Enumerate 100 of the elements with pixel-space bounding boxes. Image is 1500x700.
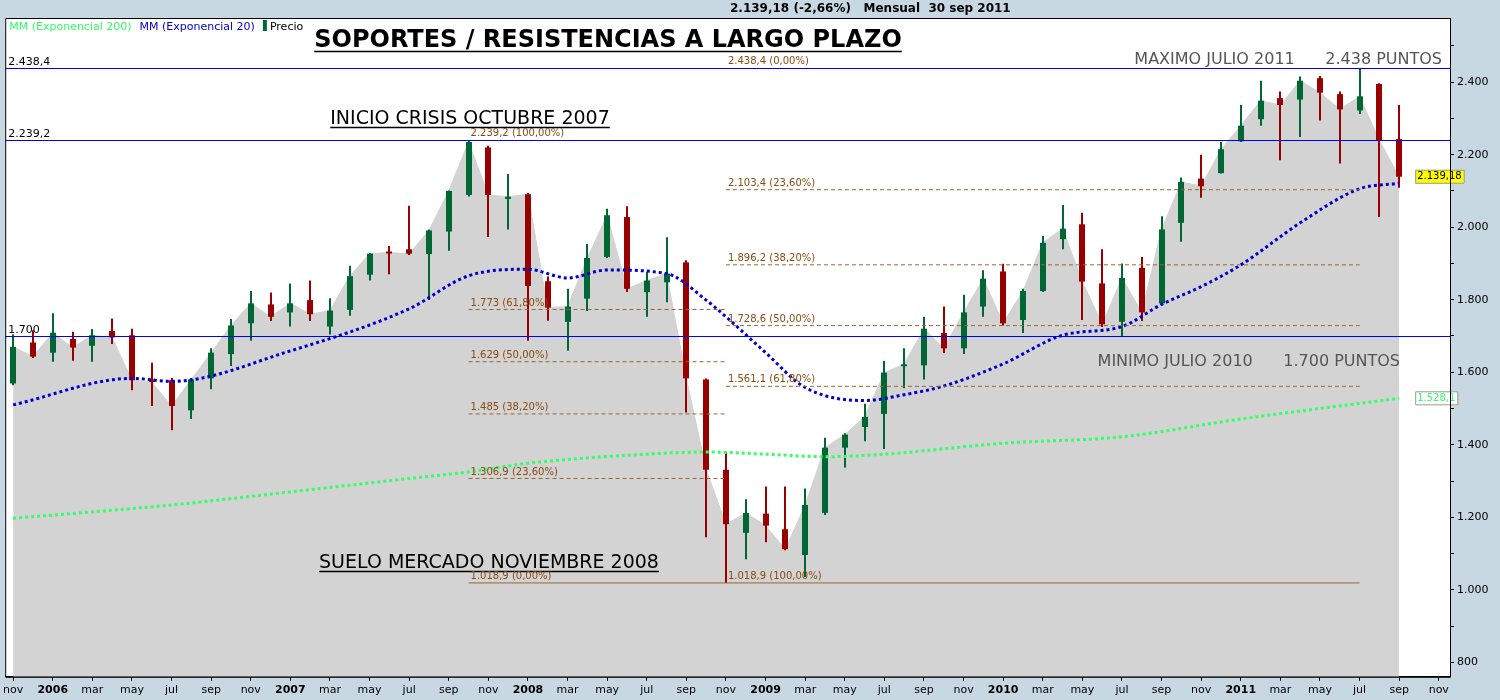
candlestick	[565, 287, 571, 352]
candlestick	[1357, 67, 1363, 116]
y-tick-label: 1.400	[1457, 437, 1489, 451]
x-tick-label: mar	[794, 683, 817, 697]
x-tick-label: sep	[1151, 683, 1172, 697]
x-tick-label: nov	[1428, 683, 1450, 697]
line-series	[11, 396, 1401, 520]
x-tick-label: may	[1307, 683, 1333, 697]
x-tick-label: mar	[1269, 683, 1292, 697]
legend-label: Precio	[269, 20, 304, 33]
annotation: 2.103,4 (23,60%)	[727, 176, 816, 188]
candlestick	[89, 328, 95, 363]
ref-line-label: 2.239,2	[8, 127, 51, 141]
annotation: 2.239,2 (100,00%)	[470, 127, 565, 139]
x-tick-label: jul	[1114, 683, 1129, 697]
x-tick-label: mar	[318, 683, 342, 697]
x-tick-label: jul	[401, 683, 416, 697]
x-tick-label: jul	[639, 683, 654, 697]
x-tick-label: mar	[81, 683, 104, 697]
candlestick	[386, 245, 392, 276]
x-tick-label: 2006	[37, 683, 69, 697]
candlestick	[50, 312, 56, 363]
y-tick-label: 2.400	[1457, 75, 1489, 89]
candlestick	[842, 432, 848, 469]
x-tick-label: nov	[240, 683, 262, 697]
candlestick	[782, 485, 788, 552]
annotation: MINIMO JULIO 2010 1.700 PUNTOS	[1097, 351, 1400, 370]
x-tick-label: nov	[3, 683, 24, 697]
chart-subtitle: 2.139,18 (-2,66%) Mensual 30 sep 2011	[730, 1, 1011, 16]
candlestick	[941, 305, 947, 355]
y-tick-label: 2.200	[1457, 147, 1489, 161]
annotation: 1.018,9 (100,00%)	[727, 569, 822, 581]
y-tick-label: 1.200	[1457, 510, 1489, 524]
x-tick-label: may	[832, 683, 858, 697]
x-tick-label: 2009	[750, 683, 781, 697]
text: MM (Exponencial 200)	[9, 20, 132, 33]
candlestick	[862, 402, 868, 443]
candlestick	[1198, 153, 1204, 199]
y-tick-label: 2.000	[1457, 220, 1489, 234]
x-tick-label: jul	[876, 683, 891, 697]
candlestick	[426, 228, 432, 302]
x-tick-label: nov	[478, 683, 499, 697]
annotation: 1.629 (50,00%)	[470, 348, 549, 360]
candlestick	[70, 330, 76, 362]
x-tick-label: sep	[676, 683, 697, 697]
candlestick	[406, 204, 412, 257]
annotation: INICIO CRISIS OCTUBRE 2007	[330, 106, 610, 128]
annotation: 2.438,4 (0,00%)	[727, 55, 809, 67]
y-tick-label: 1.600	[1457, 365, 1489, 379]
annotation: 1.306,9 (23,60%)	[470, 465, 558, 477]
candlestick	[287, 282, 293, 328]
x-tick-label: may	[1070, 683, 1095, 697]
x-tick-label: sep	[1389, 683, 1409, 697]
candlestick	[743, 498, 749, 561]
candlestick	[1317, 75, 1323, 122]
candlestick	[248, 290, 254, 342]
x-tick-label: may	[357, 683, 383, 697]
candlestick	[1060, 204, 1066, 251]
candlestick	[268, 291, 274, 323]
candlestick	[327, 297, 333, 336]
annotation: 1.485 (38,20%)	[470, 400, 549, 412]
x-tick-label: nov	[715, 683, 737, 697]
candlestick	[367, 251, 373, 282]
x-tick-label: may	[595, 683, 620, 697]
x-tick-label: sep	[201, 683, 221, 697]
x-tick-label: mar	[1031, 683, 1055, 697]
x-tick-label: 2011	[1225, 683, 1257, 697]
x-tick-label: sep	[439, 683, 459, 697]
annotation: 1.728,6 (50,00%)	[727, 312, 816, 324]
annotation: MAXIMO JULIO 2011 2.438 PUNTOS	[1134, 49, 1442, 68]
candlestick	[505, 172, 511, 231]
candlestick	[1277, 90, 1283, 162]
candlestick	[1297, 75, 1303, 138]
candlestick	[763, 485, 769, 544]
candlestick	[1258, 79, 1264, 127]
candlestick	[901, 347, 907, 390]
candlestick	[307, 279, 313, 323]
x-tick-label: jul	[1352, 683, 1367, 697]
text: MM (Exponencial 20)	[139, 20, 255, 33]
annotation: 1.561,1 (61,80%)	[727, 373, 816, 385]
annotation: 1.896,2 (38,20%)	[727, 251, 816, 263]
y-tick-label: 1.800	[1457, 292, 1489, 306]
x-tick-label: nov	[953, 683, 975, 697]
annotation: SUELO MERCADO NOVIEMBRE 2008	[319, 550, 659, 572]
y-tick-label: 800	[1457, 655, 1478, 669]
x-tick-label: sep	[914, 683, 934, 697]
x-tick-label: 2007	[275, 683, 306, 697]
ref-line-label: 2.438,4	[8, 55, 51, 69]
candlestick	[1337, 90, 1343, 165]
candlestick	[1218, 141, 1224, 175]
x-tick-label: nov	[1191, 683, 1212, 697]
candlestick	[644, 270, 650, 318]
x-tick-label: jul	[163, 683, 179, 697]
y-tick-label: 1.000	[1457, 582, 1489, 596]
ref-line-label: 1.700	[8, 322, 40, 336]
x-tick-label: mar	[556, 683, 580, 697]
x-tick-label: 2008	[512, 683, 544, 697]
chart-title: SOPORTES / RESISTENCIAS A LARGO PLAZO	[314, 25, 902, 53]
x-tick-label: may	[119, 683, 145, 697]
annotation: 1.018,9 (0,00%)	[470, 569, 552, 581]
